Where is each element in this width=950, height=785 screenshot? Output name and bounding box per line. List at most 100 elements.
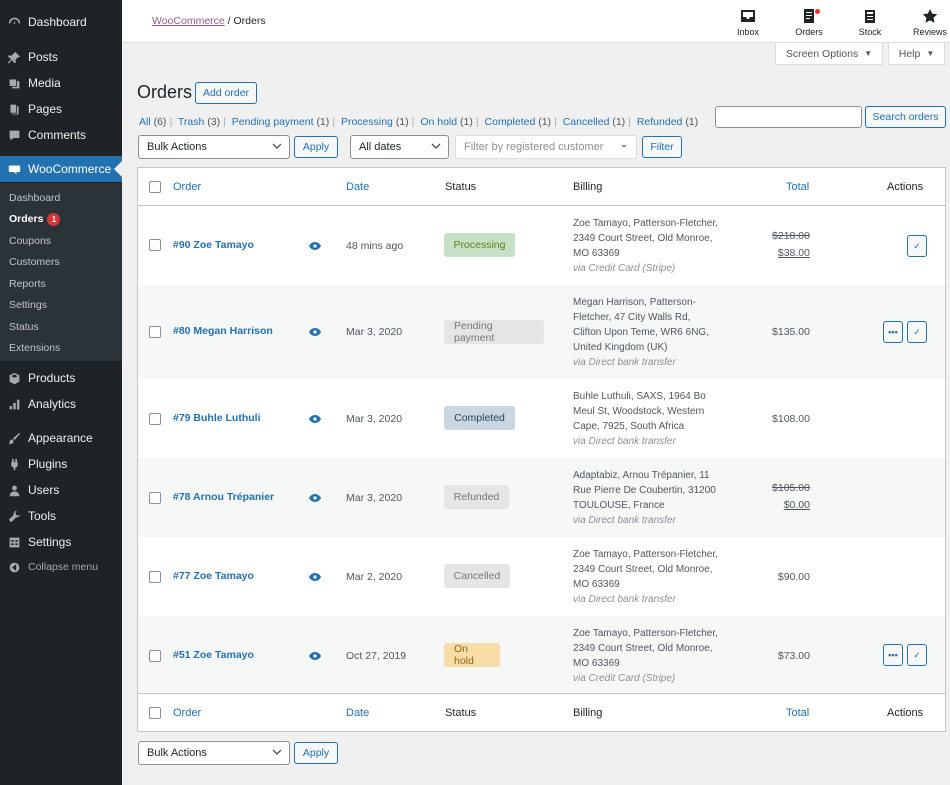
menu-settings[interactable]: Settings <box>0 529 122 555</box>
submenu-status[interactable]: Status <box>9 321 39 333</box>
row-checkbox[interactable] <box>149 571 161 583</box>
table-row[interactable]: #80 Megan Harrison Mar 3, 2020 Pending p… <box>138 285 945 379</box>
row-checkbox[interactable] <box>149 492 161 504</box>
row-checkbox[interactable] <box>149 326 161 338</box>
status-link-refunded[interactable]: Refunded <box>636 116 683 128</box>
search-orders-button[interactable]: Search orders <box>865 106 946 128</box>
status-link-pending[interactable]: Pending payment <box>231 116 314 128</box>
order-date: Mar 3, 2020 <box>346 492 403 504</box>
menu-dashboard[interactable]: Dashboard <box>0 9 122 35</box>
menu-posts[interactable]: Posts <box>0 44 122 70</box>
breadcrumb-woocommerce-link[interactable]: WooCommerce <box>152 15 225 27</box>
menu-pages[interactable]: Pages <box>0 96 122 122</box>
eye-icon[interactable] <box>309 494 321 502</box>
menu-analytics[interactable]: Analytics <box>0 391 122 417</box>
add-order-button[interactable]: Add order <box>195 82 257 104</box>
table-row[interactable]: #78 Arnou Trépanier Mar 3, 2020 Refunded… <box>138 458 945 537</box>
status-link-on-hold[interactable]: On hold <box>420 116 458 128</box>
eye-icon[interactable] <box>309 652 321 660</box>
page-title: Orders <box>137 82 193 102</box>
status-link-cancelled[interactable]: Cancelled <box>562 116 610 128</box>
screen-options-button[interactable]: Screen Options ▼ <box>775 43 883 65</box>
orders-icon <box>804 9 814 23</box>
row-checkbox[interactable] <box>149 239 161 251</box>
more-actions-button[interactable]: ••• <box>883 321 903 343</box>
inbox-button[interactable]: Inbox <box>723 6 773 37</box>
chevron-down-icon <box>272 749 282 755</box>
billing-address: Adaptabiz, Arnou Trépanier, 11 Rue Pierr… <box>573 470 716 526</box>
help-button[interactable]: Help ▼ <box>888 43 945 65</box>
submenu-settings[interactable]: Settings <box>9 299 47 311</box>
column-total-footer[interactable]: Total <box>786 707 810 719</box>
column-date[interactable]: Date <box>346 181 370 193</box>
submenu-extensions[interactable]: Extensions <box>9 342 61 354</box>
menu-media[interactable]: Media <box>0 70 122 96</box>
status-link-processing[interactable]: Processing <box>340 116 393 128</box>
more-actions-button[interactable]: ••• <box>883 644 903 666</box>
menu-users[interactable]: Users <box>0 477 122 503</box>
order-date: Mar 2, 2020 <box>346 571 403 583</box>
top-header: WooCommerce / Orders Inbox Orders Stock … <box>122 0 950 43</box>
complete-action-button[interactable]: ✓ <box>907 644 927 666</box>
customer-filter-select[interactable]: Filter by registered customer <box>455 135 637 159</box>
status-link-trash[interactable]: Trash <box>177 116 205 128</box>
menu-appearance[interactable]: Appearance <box>0 425 122 451</box>
row-checkbox[interactable] <box>149 413 161 425</box>
table-row[interactable]: #77 Zoe Tamayo Mar 2, 2020 Cancelled Zoe… <box>138 537 945 616</box>
order-link[interactable]: #79 Buhle Luthuli <box>173 412 261 424</box>
eye-icon[interactable] <box>309 328 321 336</box>
table-row[interactable]: #90 Zoe Tamayo 48 mins ago Processing Zo… <box>138 206 945 285</box>
order-total: $90.00 <box>777 571 810 583</box>
select-all-checkbox[interactable] <box>149 181 161 193</box>
eye-icon[interactable] <box>309 242 321 250</box>
column-order[interactable]: Order <box>173 181 202 193</box>
filter-button[interactable]: Filter <box>642 136 682 158</box>
order-date: 48 mins ago <box>346 240 404 252</box>
reviews-button[interactable]: Reviews <box>905 6 950 37</box>
submenu-customers[interactable]: Customers <box>9 256 60 268</box>
row-checkbox[interactable] <box>149 650 161 662</box>
order-total: $218.00 $38.00 <box>772 230 810 259</box>
menu-comments[interactable]: Comments <box>0 122 122 148</box>
apply-button[interactable]: Apply <box>294 136 338 158</box>
pages-icon <box>7 102 21 116</box>
search-orders-input[interactable] <box>715 106 862 128</box>
bulk-actions-select[interactable]: Bulk Actions <box>138 135 290 159</box>
orders-activity-button[interactable]: Orders <box>784 6 834 37</box>
menu-products[interactable]: Products <box>0 365 122 391</box>
brush-icon <box>7 431 21 445</box>
complete-action-button[interactable]: ✓ <box>907 321 927 343</box>
eye-icon[interactable] <box>309 415 321 423</box>
menu-tools[interactable]: Tools <box>0 503 122 529</box>
column-order-footer[interactable]: Order <box>173 707 202 719</box>
order-link[interactable]: #78 Arnou Trépanier <box>173 491 275 503</box>
table-row[interactable]: #79 Buhle Luthuli Mar 3, 2020 Completed … <box>138 379 945 458</box>
chevron-down-icon <box>431 143 441 149</box>
column-billing-footer: Billing <box>573 707 603 719</box>
stock-button[interactable]: Stock <box>845 6 895 37</box>
column-total[interactable]: Total <box>786 181 810 193</box>
submenu-coupons[interactable]: Coupons <box>9 235 52 247</box>
menu-woocommerce[interactable]: WooCommerce <box>0 156 122 182</box>
collapse-menu[interactable]: Collapse menu <box>0 554 122 580</box>
select-all-checkbox-footer[interactable] <box>149 707 161 719</box>
order-total: $73.00 <box>777 650 810 662</box>
order-link[interactable]: #51 Zoe Tamayo <box>173 649 254 661</box>
dates-select[interactable]: All dates <box>350 135 449 159</box>
menu-plugins[interactable]: Plugins <box>0 451 122 477</box>
order-link[interactable]: #77 Zoe Tamayo <box>173 570 254 582</box>
status-link-completed[interactable]: Completed <box>484 116 536 128</box>
submenu-orders[interactable]: Orders 1 <box>9 211 61 227</box>
table-footer: Order Date Status Billing Total Actions <box>138 693 945 731</box>
submenu-dashboard[interactable]: Dashboard <box>9 192 61 204</box>
eye-icon[interactable] <box>309 573 321 581</box>
column-date-footer[interactable]: Date <box>346 707 370 719</box>
order-link[interactable]: #90 Zoe Tamayo <box>173 239 254 251</box>
status-link-all[interactable]: All <box>139 116 151 128</box>
complete-action-button[interactable]: ✓ <box>907 235 927 257</box>
table-row[interactable]: #51 Zoe Tamayo Oct 27, 2019 On hold Zoe … <box>138 616 945 695</box>
bulk-actions-select-bottom[interactable]: Bulk Actions <box>138 741 290 765</box>
apply-button-bottom[interactable]: Apply <box>294 742 338 764</box>
order-link[interactable]: #80 Megan Harrison <box>173 325 273 337</box>
submenu-reports[interactable]: Reports <box>9 278 46 290</box>
